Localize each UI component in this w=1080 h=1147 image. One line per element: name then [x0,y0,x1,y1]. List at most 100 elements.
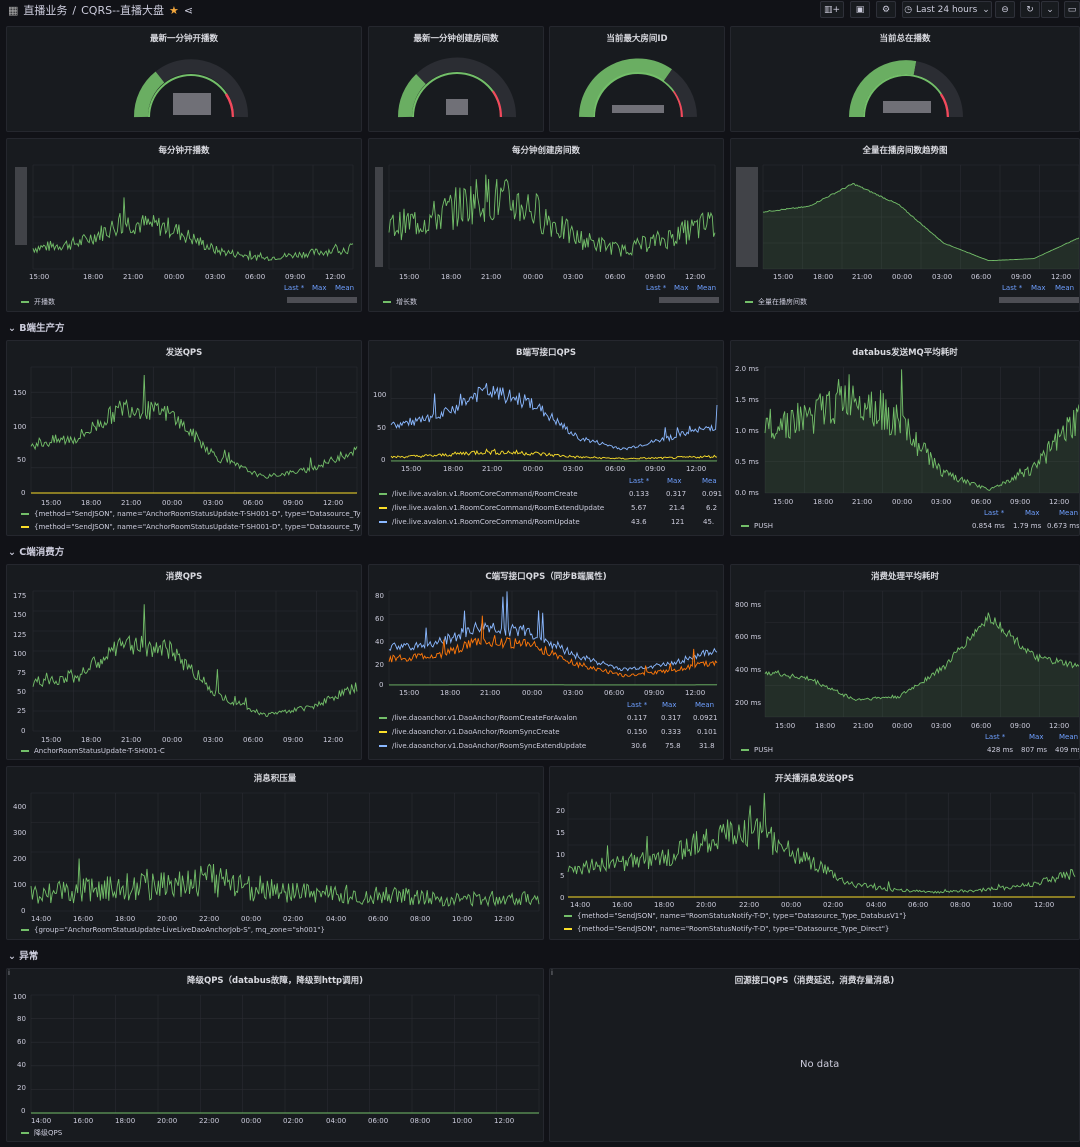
legend-label: /live.daoanchor.v1.DaoAnchor/RoomSyncCre… [392,728,560,736]
legend-header-mean[interactable]: Mean [695,701,715,709]
legend-item[interactable]: /live.live.avalon.v1.RoomCoreCommand/Roo… [379,490,578,498]
x-tick: 15:00 [773,498,794,506]
x-tick: 18:00 [81,736,102,744]
legend-item[interactable]: PUSH [741,746,773,754]
legend-item[interactable]: {method="SendJSON", name="AnchorRoomStat… [21,523,361,531]
legend-header-last[interactable]: Last * [984,509,1005,517]
legend-item[interactable]: 增长数 [383,297,417,307]
panel-rooms-created-per-minute[interactable]: 每分钟创建房间数 15:00 18:00 21:00 00:00 03:00 06:00 0… [368,138,724,312]
save-dashboard-button[interactable]: ▣ [850,1,870,18]
x-tick: 22:00 [739,901,760,909]
legend-header-mean[interactable]: Mean [1059,509,1079,517]
zoom-out-button[interactable]: ⊖ [995,1,1015,18]
top-bar: ▦ 直播业务 / CQRS--直播大盘 ★ ⋖ ▥+ ▣ ⚙ ◷ Last 24… [0,0,1080,20]
panel-gauge-total-live[interactable]: 当前总在播数 [730,26,1080,132]
x-tick: 12:00 [323,736,344,744]
tv-mode-button[interactable]: ▭ [1064,1,1080,18]
legend-header-max[interactable]: Max [1031,284,1046,292]
legend-header-max[interactable]: Max [1029,733,1044,741]
legend-header-max[interactable]: Max [662,701,677,709]
dashboard-title[interactable]: CQRS--直播大盘 [81,4,165,17]
x-tick: 03:00 [931,722,952,730]
legend-mean: 6.2 [706,504,718,512]
share-icon[interactable]: ⋖ [183,3,194,17]
legend-item[interactable]: {group="AnchorRoomStatusUpdate-LiveLiveD… [21,926,325,934]
breadcrumb-folder[interactable]: 直播业务 [23,4,68,17]
panel-degrade-qps[interactable]: i 降级QPS（databus故障，降级到http调用) 100 80 60 40 20… [6,968,544,1142]
legend-header-last[interactable]: Last * [629,477,650,485]
panel-gauge-rooms-created[interactable]: 最新一分钟创建房间数 [368,26,544,132]
legend-swatch [21,301,29,303]
legend-item[interactable]: /live.live.avalon.v1.RoomCoreCommand/Roo… [379,518,580,526]
gauge-chart [397,57,517,118]
info-icon[interactable]: i [8,969,10,977]
panel-message-backlog[interactable]: 消息积压量 400 300 200 100 0 14:00 16:00 18:00 20:00… [6,766,544,940]
legend-header-max[interactable]: Max [1025,509,1040,517]
panel-gauge-open-per-minute[interactable]: 最新一分钟开播数 [6,26,362,132]
x-tick: 15:00 [775,722,796,730]
legend-header-last[interactable]: Last * [646,284,667,292]
panel-c-write-qps[interactable]: C端写接口QPS（同步B端属性) 80 60 40 20 0 15:00 18:00 21:… [368,564,724,760]
legend-item[interactable]: AnchorRoomStatusUpdate-T-SH001-C [21,747,165,755]
x-tick: 00:00 [892,273,913,281]
legend-header-mean[interactable]: Mean [335,284,355,292]
legend-item[interactable]: /live.daoanchor.v1.DaoAnchor/RoomSyncCre… [379,728,560,736]
panel-opens-per-minute[interactable]: 每分钟开播数 15:00 18:00 21:00 00:00 03:00 06:00 09:… [6,138,362,312]
panel-switch-message-qps[interactable]: 开关播消息发送QPS 20 15 10 5 0 14:00 16:00 18:00 20:00… [549,766,1080,940]
legend-header-last[interactable]: Last * [1002,284,1023,292]
x-tick: 08:00 [950,901,971,909]
legend-item[interactable]: /live.live.avalon.v1.RoomCoreCommand/Roo… [379,504,604,512]
legend-item[interactable]: /live.daoanchor.v1.DaoAnchor/RoomSyncExt… [379,742,586,750]
legend-item[interactable]: {method="SendJSON", name="RoomStatusNoti… [564,925,889,933]
panel-b-write-qps[interactable]: B端写接口QPS 100 50 0 15:00 18:00 21:00 00:00 03:0… [368,340,724,536]
x-tick: 00:00 [522,689,543,697]
panel-gauge-max-room-id[interactable]: 当前最大房间ID [549,26,725,132]
legend-header-mean[interactable]: Mean [697,284,717,292]
x-tick: 03:00 [563,689,584,697]
star-icon[interactable]: ★ [169,3,179,17]
dashboard-settings-button[interactable]: ⚙ [876,1,896,18]
legend-header-mean[interactable]: Mean [1055,284,1075,292]
legend-item[interactable]: {method="SendJSON", name="RoomStatusNoti… [564,912,907,920]
monitor-icon: ▭ [1067,4,1077,15]
panel-databus-mq-latency[interactable]: databus发送MQ平均耗时 2.0 ms 1.5 ms 1.0 ms 0.5 ms… [730,340,1080,536]
legend-header-mean[interactable]: Mean [1059,733,1079,741]
y-tick: 150 [13,389,27,397]
info-icon[interactable]: i [551,969,553,977]
legend-header-max[interactable]: Max [667,477,682,485]
x-tick: 18:00 [83,273,104,281]
panel-consume-qps[interactable]: 消费QPS 175 150 125 100 75 50 25 0 15:00 18:00 21:0… [6,564,362,760]
legend-header-max[interactable]: Max [674,284,689,292]
refresh-interval-button[interactable]: ⌄ [1041,1,1059,18]
legend-item[interactable]: /live.daoanchor.v1.DaoAnchor/RoomCreateF… [379,714,577,722]
legend-item[interactable]: 开播数 [21,297,55,307]
legend-header-last[interactable]: Last * [627,701,648,709]
y-tick: 300 [13,829,27,837]
x-tick: 00:00 [162,499,183,507]
row-c-consumer[interactable]: ⌄ C端消费方 [8,544,64,558]
legend-item[interactable]: 降级QPS [21,1128,62,1138]
legend-header-last[interactable]: Last * [284,284,305,292]
x-tick: 21:00 [123,273,144,281]
legend-header-max[interactable]: Max [312,284,327,292]
time-picker-button[interactable]: ◷ Last 24 hours ⌄ [902,1,992,18]
panel-send-qps[interactable]: 发送QPS 150 100 50 0 15:00 18:00 21:00 00:00 03:0… [6,340,362,536]
legend-label: {group="AnchorRoomStatusUpdate-LiveLiveD… [34,926,325,934]
legend-item[interactable]: {method="SendJSON", name="AnchorRoomStat… [21,510,361,518]
legend-header-mean[interactable]: Mea [702,477,717,485]
legend-max: 21.4 [669,504,685,512]
x-tick: 00:00 [523,465,544,473]
refresh-button[interactable]: ↻ [1020,1,1040,18]
legend-header-last[interactable]: Last * [985,733,1006,741]
legend-item[interactable]: 全量在播房间数 [745,297,807,307]
panel-total-live-trend[interactable]: 全量在播房间数趋势图 15:00 18:00 21:00 00:00 03:00 06:0… [730,138,1080,312]
add-panel-button[interactable]: ▥+ [820,1,844,18]
no-data-label: No data [800,1059,840,1070]
panel-consume-latency[interactable]: 消费处理平均耗时 800 ms 600 ms 400 ms 200 ms 15:00 1… [730,564,1080,760]
panel-fallback-qps[interactable]: i 回源接口QPS（消费延迟，消费存量消息) No data [549,968,1080,1142]
legend-item[interactable]: PUSH [741,522,773,530]
row-anomaly[interactable]: ⌄ 异常 [8,948,38,962]
legend-label: PUSH [754,746,774,754]
row-b-producer[interactable]: ⌄ B端生产方 [8,320,65,334]
dashboards-grid-icon[interactable]: ▦ [8,3,19,17]
